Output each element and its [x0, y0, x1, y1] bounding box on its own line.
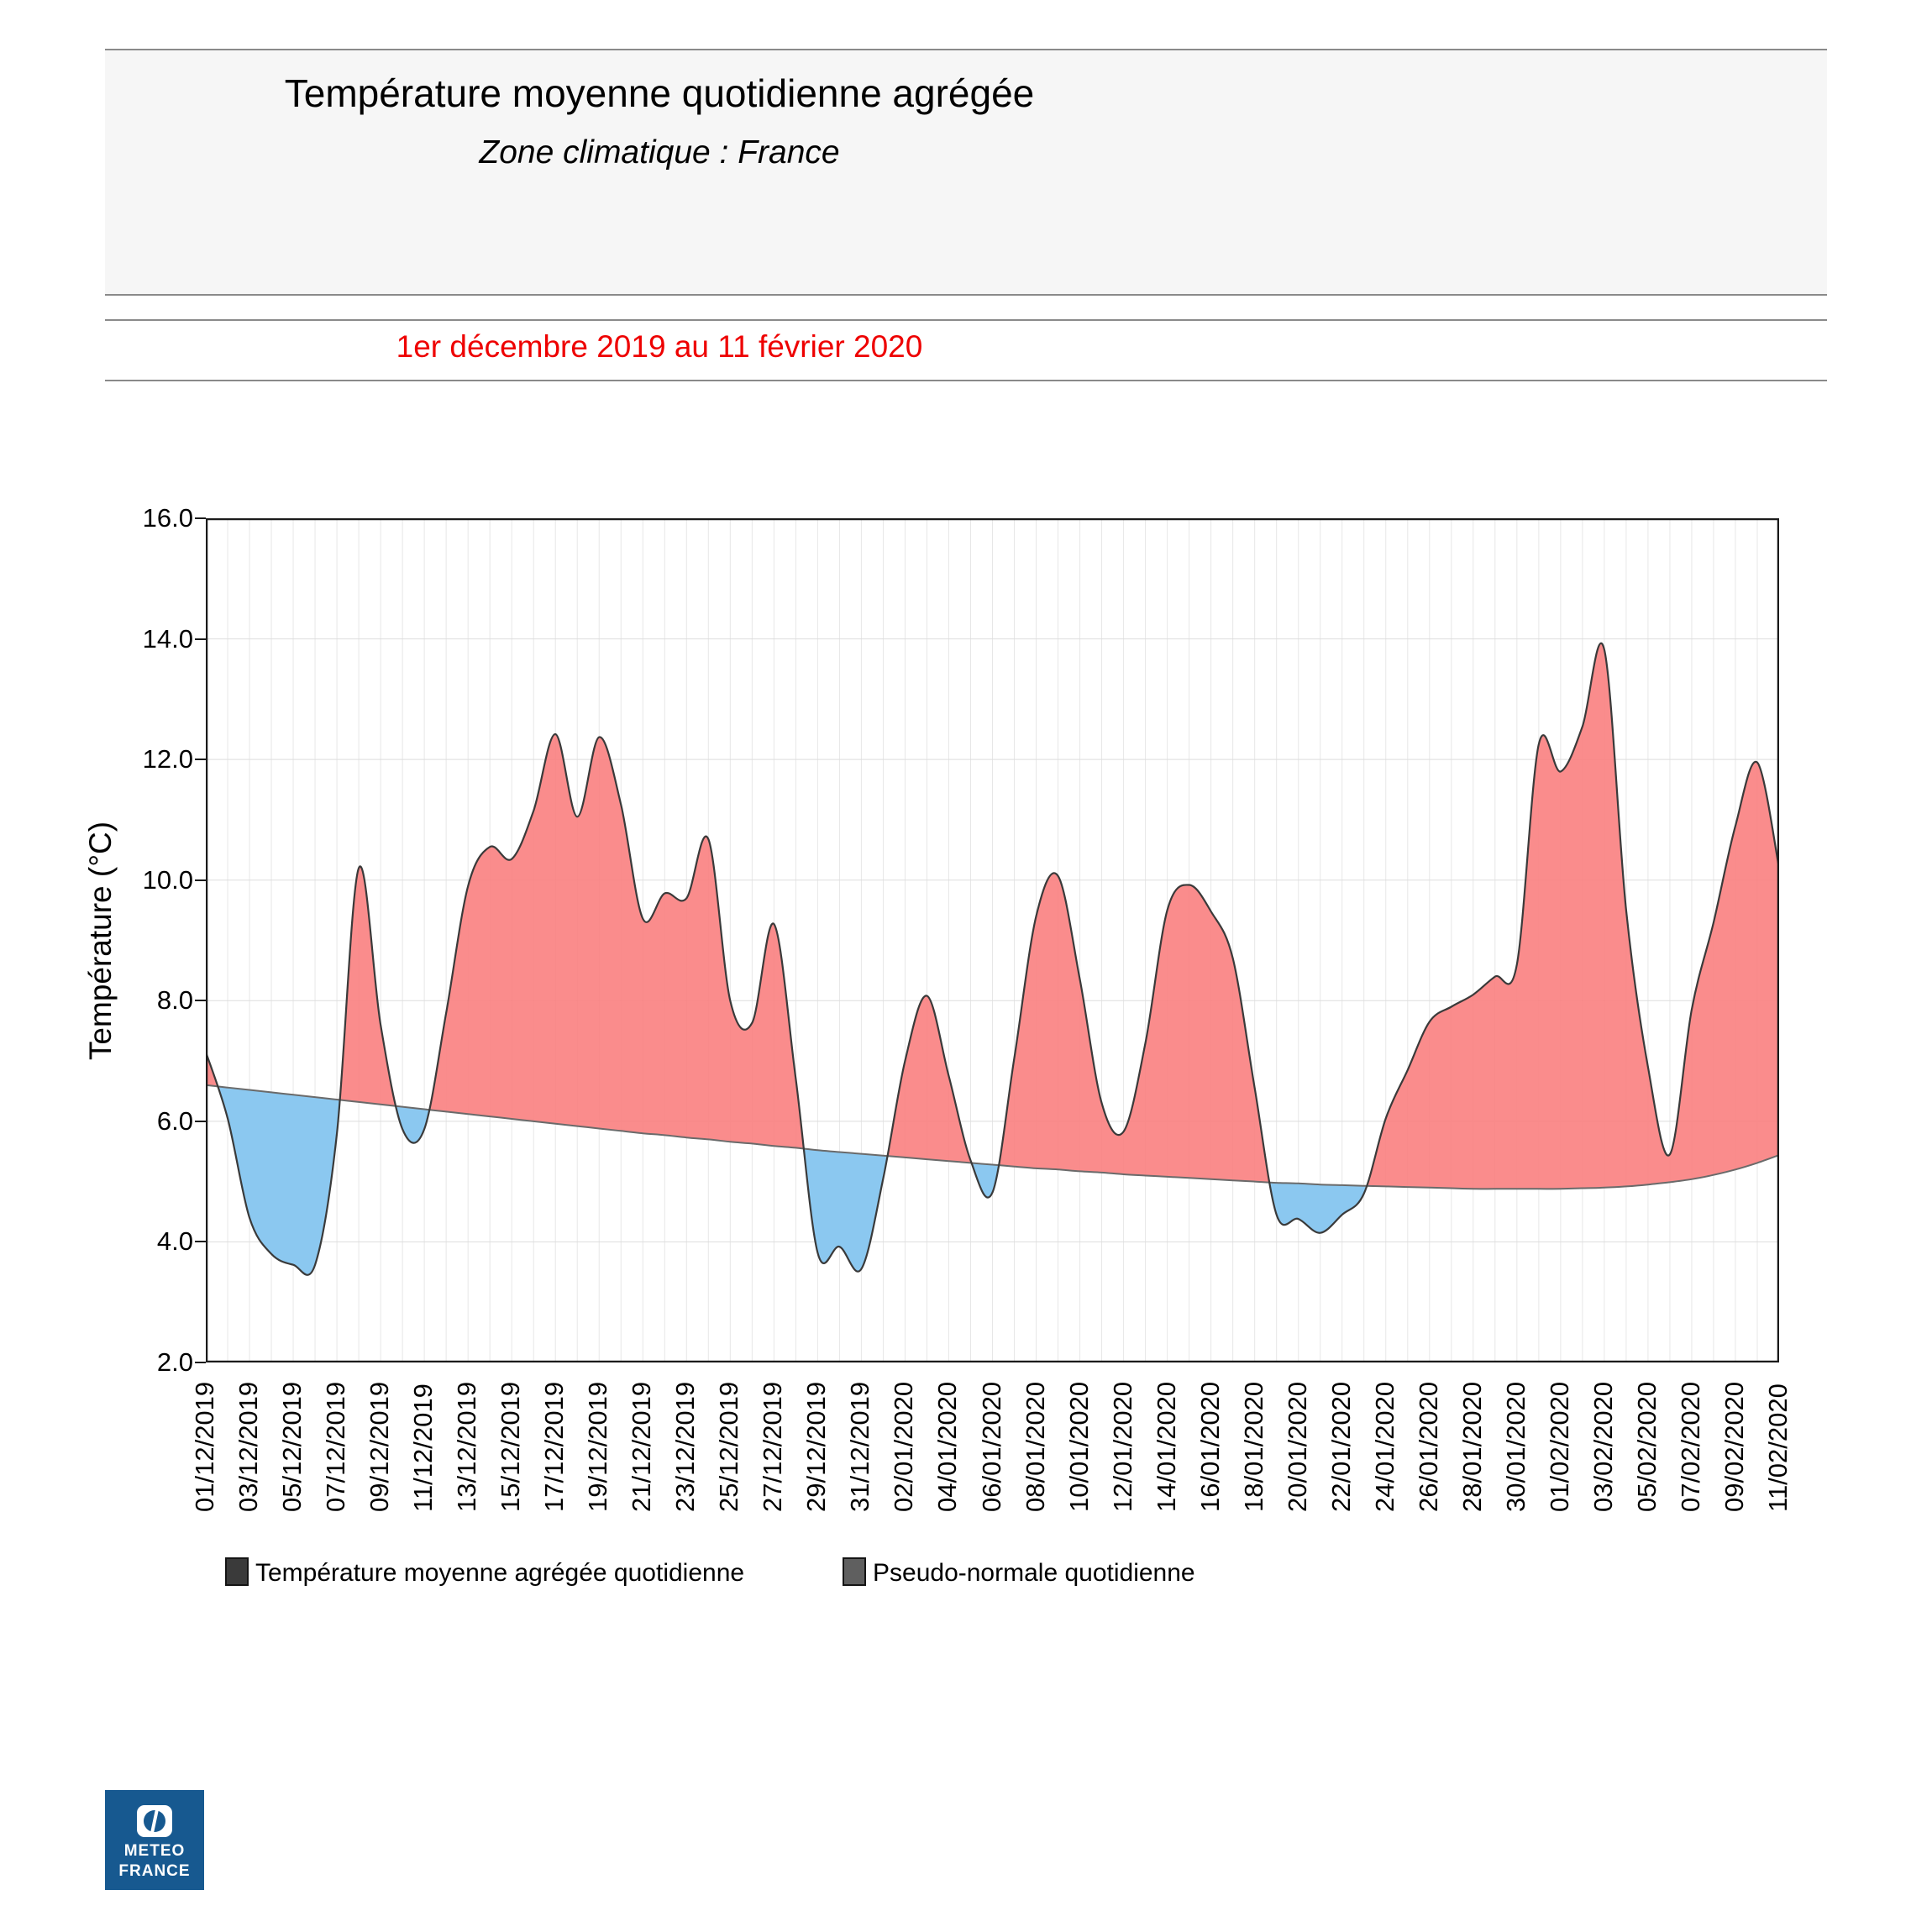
y-tick-mark: [195, 1241, 206, 1243]
x-tick-label: 12/01/2020: [1107, 1381, 1137, 1512]
y-axis-title: Température (°C): [83, 821, 118, 1061]
x-tick-label: 03/12/2019: [234, 1381, 264, 1512]
y-tick-mark: [195, 1000, 206, 1002]
x-tick-label: 22/01/2020: [1326, 1381, 1356, 1512]
period-label: 1er décembre 2019 au 11 février 2020: [396, 329, 923, 364]
x-tick-label: 05/02/2020: [1631, 1381, 1662, 1512]
header-top-rule: [105, 49, 1827, 50]
x-tick-label: 04/01/2020: [932, 1381, 963, 1512]
x-tick-label: 24/01/2020: [1369, 1381, 1399, 1512]
plot-border: [206, 518, 1779, 1362]
header: Température moyenne quotidienne agrégée …: [105, 71, 1214, 171]
x-tick-label: 19/12/2019: [583, 1381, 613, 1512]
x-tick-label: 14/01/2020: [1151, 1381, 1181, 1512]
y-tick-label: 14.0: [142, 623, 193, 654]
x-tick-label: 30/01/2020: [1500, 1381, 1530, 1512]
x-tick-label: 11/02/2020: [1763, 1383, 1793, 1512]
x-tick-label: 25/12/2019: [714, 1381, 744, 1512]
x-tick-label: 01/12/2019: [190, 1381, 219, 1512]
x-tick-label: 20/01/2020: [1282, 1381, 1312, 1512]
y-tick-mark: [195, 1120, 206, 1122]
x-tick-label: 07/02/2020: [1675, 1381, 1705, 1512]
logo-text-line1: METEO: [123, 1842, 186, 1860]
legend-marker-temperature: [225, 1557, 249, 1586]
y-tick-mark: [195, 517, 206, 519]
x-tick-label: 06/01/2020: [976, 1381, 1006, 1512]
area-above-normal: [206, 643, 1779, 1275]
x-tick-label: 02/01/2020: [889, 1381, 919, 1512]
legend-label-pseudo-normale: Pseudo-normale quotidienne: [873, 1559, 1195, 1587]
logo-text-line2: FRANCE: [118, 1862, 191, 1880]
x-tick-label: 10/01/2020: [1063, 1381, 1094, 1512]
y-tick-label: 4.0: [156, 1226, 193, 1257]
x-tick-label: 26/01/2020: [1413, 1381, 1443, 1512]
pseudo-normale-line: [206, 1084, 1779, 1190]
x-tick-label: 08/01/2020: [1020, 1381, 1050, 1512]
legend-marker-pseudo-normale: [843, 1557, 866, 1586]
meteo-france-logo: METEO FRANCE: [105, 1790, 204, 1890]
x-tick-label: 09/02/2020: [1719, 1381, 1749, 1512]
x-tick-label: 15/12/2019: [496, 1381, 526, 1512]
y-tick-label: 10.0: [142, 864, 193, 895]
x-tick-label: 31/12/2019: [845, 1381, 875, 1512]
x-tick-label: 01/02/2020: [1544, 1381, 1574, 1512]
y-tick-label: 6.0: [156, 1105, 193, 1136]
y-tick-mark: [195, 1362, 206, 1363]
title-band-bottom-rule: [105, 294, 1827, 296]
x-tick-label: 11/12/2019: [408, 1383, 438, 1512]
period-band-top-rule: [105, 319, 1827, 321]
x-tick-label: 29/12/2019: [801, 1381, 832, 1512]
page-title: Température moyenne quotidienne agrégée: [284, 71, 1035, 115]
x-tick-label: 09/12/2019: [365, 1381, 395, 1512]
y-tick-mark: [195, 638, 206, 640]
temperature-area-chart: [206, 518, 1779, 1362]
title-band: [105, 50, 1827, 294]
y-tick-mark: [195, 759, 206, 761]
y-tick-label: 12.0: [142, 744, 193, 774]
temperature-line: [206, 642, 1779, 1276]
x-tick-label: 18/01/2020: [1238, 1381, 1268, 1512]
x-tick-label: 07/12/2019: [321, 1381, 351, 1512]
x-tick-label: 13/12/2019: [452, 1381, 482, 1512]
x-tick-label: 17/12/2019: [539, 1381, 570, 1512]
meteo-france-globe-icon: [137, 1805, 172, 1837]
y-tick-label: 2.0: [156, 1347, 193, 1377]
period-band-bottom-rule: [105, 380, 1827, 381]
x-tick-label: 03/02/2020: [1588, 1381, 1618, 1512]
x-tick-label: 05/12/2019: [277, 1381, 307, 1512]
y-tick-label: 16.0: [142, 503, 193, 533]
x-tick-label: 27/12/2019: [758, 1381, 788, 1512]
x-tick-label: 28/01/2020: [1457, 1381, 1487, 1512]
y-tick-mark: [195, 879, 206, 881]
y-tick-label: 8.0: [156, 985, 193, 1016]
x-tick-label: 16/01/2020: [1194, 1381, 1225, 1512]
x-tick-label: 23/12/2019: [670, 1381, 701, 1512]
legend-label-temperature: Température moyenne agrégée quotidienne: [255, 1559, 745, 1587]
page-subtitle: Zone climatique : France: [479, 134, 840, 171]
x-tick-label: 21/12/2019: [627, 1381, 657, 1512]
